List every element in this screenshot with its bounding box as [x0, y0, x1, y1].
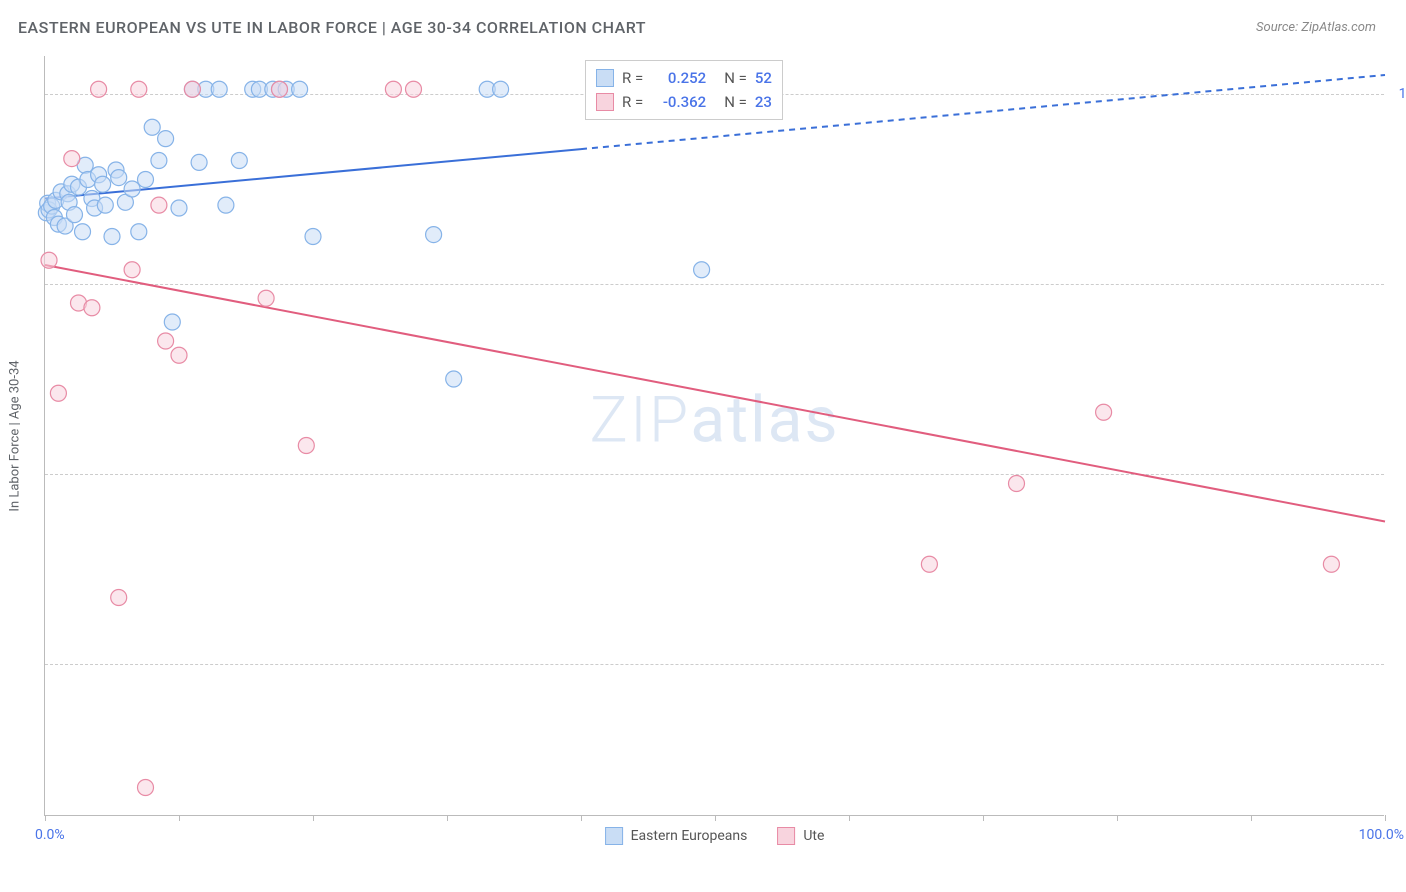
x-tick	[447, 815, 448, 821]
x-tick	[1385, 815, 1386, 821]
stats-legend: R = 0.252 N = 52 R = -0.362 N = 23	[585, 60, 783, 120]
y-tick-label: 80.0%	[1389, 276, 1406, 292]
data-point	[1009, 476, 1025, 492]
data-point	[111, 170, 127, 186]
data-point	[144, 119, 160, 135]
x-label-max: 100.0%	[1359, 827, 1404, 843]
series-name: Ute	[803, 828, 824, 844]
data-point	[124, 181, 140, 197]
plot-svg	[45, 56, 1384, 815]
r-value: 0.252	[651, 69, 706, 87]
series-legend: Eastern Europeans Ute	[605, 827, 825, 845]
data-point	[446, 371, 462, 387]
x-tick	[45, 815, 46, 821]
data-point	[64, 151, 80, 167]
data-point	[292, 81, 308, 97]
data-point	[1096, 404, 1112, 420]
n-label: N =	[724, 93, 747, 111]
data-point	[406, 81, 422, 97]
data-point	[41, 252, 57, 268]
data-point	[164, 314, 180, 330]
data-point	[97, 197, 113, 213]
chart-title: EASTERN EUROPEAN VS UTE IN LABOR FORCE |…	[18, 18, 646, 37]
data-point	[493, 81, 509, 97]
data-point	[124, 262, 140, 278]
legend-swatch	[596, 69, 614, 87]
y-tick-label: 40.0%	[1389, 656, 1406, 672]
x-tick	[715, 815, 716, 821]
data-point	[211, 81, 227, 97]
chart-area: In Labor Force | Age 30-34 ZIPatlas 40.0…	[44, 56, 1384, 816]
data-point	[191, 154, 207, 170]
source-label: Source: ZipAtlas.com	[1256, 20, 1376, 35]
data-point	[258, 290, 274, 306]
series-name: Eastern Europeans	[631, 828, 748, 844]
y-tick-label: 100.0%	[1389, 86, 1406, 102]
data-point	[138, 780, 154, 796]
n-label: N =	[724, 69, 747, 87]
data-point	[694, 262, 710, 278]
data-point	[151, 153, 167, 169]
data-point	[111, 590, 127, 606]
data-point	[921, 556, 937, 572]
stats-legend-row: R = -0.362 N = 23	[596, 90, 772, 114]
data-point	[91, 81, 107, 97]
data-point	[184, 81, 200, 97]
x-tick	[1117, 815, 1118, 821]
n-value: 52	[755, 69, 772, 87]
stats-legend-row: R = 0.252 N = 52	[596, 66, 772, 90]
x-tick	[1251, 815, 1252, 821]
data-point	[171, 200, 187, 216]
data-point	[158, 131, 174, 147]
data-point	[75, 224, 91, 240]
data-point	[66, 207, 82, 223]
data-point	[131, 81, 147, 97]
data-point	[272, 81, 288, 97]
data-point	[171, 347, 187, 363]
x-tick	[313, 815, 314, 821]
x-label-min: 0.0%	[35, 827, 65, 843]
r-label: R =	[622, 93, 643, 111]
data-point	[1323, 556, 1339, 572]
data-point	[231, 153, 247, 169]
x-tick	[983, 815, 984, 821]
data-point	[131, 224, 147, 240]
plot-area: In Labor Force | Age 30-34 ZIPatlas 40.0…	[44, 56, 1384, 816]
x-tick	[849, 815, 850, 821]
series-legend-item: Ute	[777, 827, 824, 845]
r-value: -0.362	[651, 93, 706, 111]
data-point	[138, 172, 154, 188]
y-tick-label: 60.0%	[1389, 466, 1406, 482]
n-value: 23	[755, 93, 772, 111]
x-tick	[581, 815, 582, 821]
legend-swatch	[777, 827, 795, 845]
data-point	[305, 229, 321, 245]
data-point	[151, 197, 167, 213]
r-label: R =	[622, 69, 643, 87]
data-point	[158, 333, 174, 349]
data-point	[50, 385, 66, 401]
data-point	[426, 227, 442, 243]
legend-swatch	[596, 93, 614, 111]
series-legend-item: Eastern Europeans	[605, 827, 748, 845]
legend-swatch	[605, 827, 623, 845]
data-point	[104, 229, 120, 245]
data-point	[95, 176, 111, 192]
x-tick	[179, 815, 180, 821]
y-axis-title: In Labor Force | Age 30-34	[8, 360, 23, 511]
trend-line	[45, 265, 1385, 522]
data-point	[84, 300, 100, 316]
data-point	[385, 81, 401, 97]
data-point	[218, 197, 234, 213]
data-point	[298, 438, 314, 454]
